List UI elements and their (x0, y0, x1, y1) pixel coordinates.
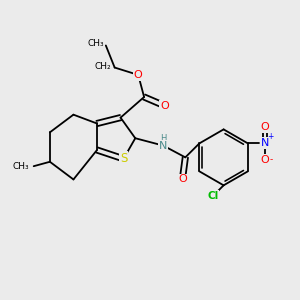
Text: CH₃: CH₃ (13, 162, 29, 171)
Text: O: O (134, 70, 142, 80)
Text: Cl: Cl (208, 190, 219, 201)
Text: CH₃: CH₃ (88, 40, 104, 49)
Text: S: S (120, 152, 127, 165)
Text: H: H (160, 134, 167, 143)
Text: -: - (270, 155, 273, 164)
Text: CH₂: CH₂ (94, 61, 111, 70)
Text: O: O (260, 122, 269, 132)
Text: O: O (178, 174, 187, 184)
Text: O: O (160, 101, 169, 111)
Text: N: N (159, 141, 167, 151)
Text: O: O (260, 154, 269, 165)
Text: N: N (261, 138, 269, 148)
Text: +: + (267, 132, 273, 141)
